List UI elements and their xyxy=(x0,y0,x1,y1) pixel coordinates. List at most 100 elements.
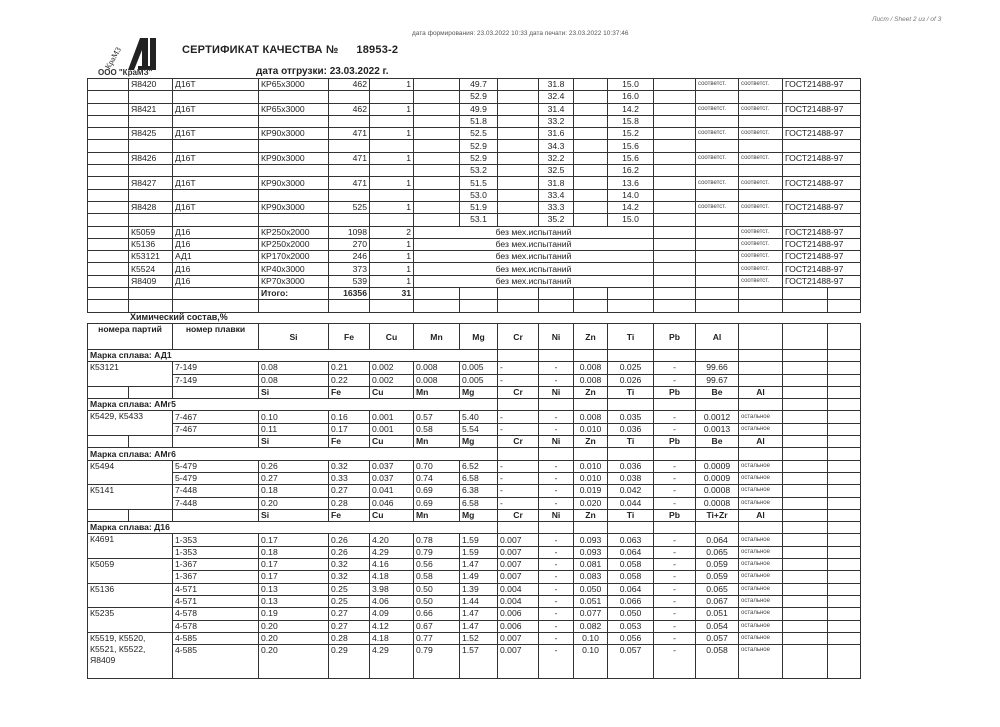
yield-strength: 31.8 xyxy=(538,176,574,190)
yield-strength: 32.2 xyxy=(538,151,574,166)
element-value: 99.66 xyxy=(695,361,740,375)
element-value: 0.74 xyxy=(413,471,461,486)
cell xyxy=(573,102,608,116)
element-value: - xyxy=(497,459,540,473)
composition-row: К5136 4-571 0.13 0.25 3.98 0.50 1.39 0.004-0.05… xyxy=(86,582,862,609)
element-value: 0.17 xyxy=(258,558,330,572)
composition-row: 7-149 0.08 0.22 0.002 0.008 0.005- -0.008 0.026… xyxy=(88,373,862,387)
melt-number: 1-353 xyxy=(172,533,260,547)
elongation: 15.8 xyxy=(607,114,654,129)
element-header: Be xyxy=(695,435,740,449)
element-value: - xyxy=(653,533,697,547)
element-value: 0.057 xyxy=(607,644,655,680)
cell xyxy=(782,570,829,584)
element-value: 0.044 xyxy=(607,496,655,510)
element-value: 0.67 xyxy=(413,619,461,633)
party-number: Я8421 xyxy=(128,102,173,116)
melt-number: 4-578 xyxy=(172,619,260,633)
weight: 462 xyxy=(328,77,370,92)
cell xyxy=(497,151,539,166)
cell xyxy=(695,287,739,301)
composition-row: 1-353 0.18 0.26 4.29 0.79 1.59 0.007-0.093 0.06… xyxy=(88,545,862,560)
element-value: 0.026 xyxy=(607,373,655,387)
element-value: - xyxy=(497,496,540,510)
lot-row: 53.2 32.5 16.2 xyxy=(87,164,861,178)
element-value: 0.32 xyxy=(328,558,371,572)
cell xyxy=(87,274,129,289)
alloy: АД1 xyxy=(172,250,259,264)
quantity xyxy=(369,213,414,227)
element-value: 0.002 xyxy=(369,373,415,387)
size xyxy=(258,188,329,202)
party-number xyxy=(128,114,173,129)
element-value: 0.067 xyxy=(695,594,740,609)
quantity: 1 xyxy=(369,200,414,215)
element-value: - xyxy=(538,533,575,547)
element-header: Cr xyxy=(497,508,540,523)
element-value: 0.077 xyxy=(573,607,609,621)
lot-row: Я8427 Д16Т КР90х3000 471 1 51.5 31.8 13.6 соотве… xyxy=(87,176,861,190)
cell xyxy=(782,631,829,646)
element-value: 0.051 xyxy=(573,594,609,609)
composition-row: 4-571 0.13 0.25 4.06 0.50 1.44 0.004-0.051 0.06… xyxy=(88,594,862,609)
cell xyxy=(653,200,696,215)
element-value: 0.16 xyxy=(328,410,371,424)
element-value: - xyxy=(653,422,697,437)
element-value: 0.066 xyxy=(607,594,655,609)
element-value: 4.29 xyxy=(369,545,415,560)
cell xyxy=(413,102,460,116)
cell xyxy=(782,410,829,424)
alloy-grade: Марка сплава: АМг6 xyxy=(86,447,499,461)
element-value: 0.008 xyxy=(573,410,609,424)
element-header: Mn xyxy=(413,435,461,449)
cell xyxy=(782,533,829,547)
lot-row: К5059 Д16 КР250х2000 1098 2 без мех.испытаний… xyxy=(87,225,861,239)
cell xyxy=(607,398,655,412)
element-header: Mg xyxy=(459,435,499,449)
element-value: 0.002 xyxy=(369,361,415,375)
party-number xyxy=(128,139,173,153)
element-value: 0.0013 xyxy=(695,422,740,437)
cell xyxy=(573,200,608,215)
cell xyxy=(497,287,539,301)
no-mech-test-note: без мех.испытаний xyxy=(413,250,654,264)
element-value: 0.051 xyxy=(695,607,740,621)
size: КР90х3000 xyxy=(258,176,329,190)
element-header: Cr xyxy=(497,385,540,400)
standard: ГОСТ21488-97 xyxy=(782,102,861,116)
cell xyxy=(87,164,129,178)
element-value: - xyxy=(538,619,575,633)
element-value: 5.54 xyxy=(459,422,499,437)
element-value: 0.001 xyxy=(369,422,415,437)
certificate-number: 18953-2 xyxy=(356,44,399,56)
element-value: остальное xyxy=(738,496,784,510)
weight xyxy=(328,90,370,104)
element-value: - xyxy=(653,582,697,596)
cell xyxy=(497,164,539,178)
element-value: - xyxy=(653,619,697,633)
size xyxy=(258,164,329,178)
element-value: 0.20 xyxy=(258,496,330,510)
element-header: Si xyxy=(258,435,330,449)
kramz-logo-icon: КраМЗ xyxy=(103,38,156,71)
size: КР90х3000 xyxy=(258,200,329,215)
column-header: Ti xyxy=(607,323,655,350)
cell xyxy=(827,471,862,486)
cell xyxy=(827,422,862,437)
element-header: Mn xyxy=(413,385,461,400)
elongation: 14.2 xyxy=(607,102,654,116)
no-mech-test-note: без мех.испытаний xyxy=(413,237,654,252)
grade-row: Марка сплава: АД1 xyxy=(86,348,862,363)
element-value: 0.064 xyxy=(695,533,740,547)
tensile-strength: 52.5 xyxy=(459,127,498,141)
element-value: 0.27 xyxy=(328,619,371,633)
cell xyxy=(87,262,129,276)
element-value: 0.26 xyxy=(328,533,371,547)
tensile-strength: 51.5 xyxy=(459,176,498,190)
element-value: - xyxy=(538,459,575,473)
element-value: остальное xyxy=(738,422,784,437)
element-header: Pb xyxy=(653,508,697,523)
cell xyxy=(827,435,862,449)
element-value: 0.50 xyxy=(413,594,461,609)
cell xyxy=(497,447,540,461)
